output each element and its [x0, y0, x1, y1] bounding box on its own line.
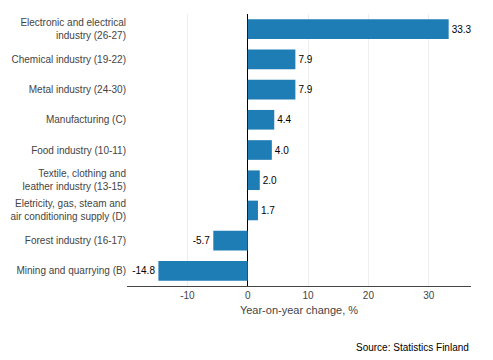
svg-text:-10: -10 [180, 290, 195, 301]
svg-text:Year-on-year change, %: Year-on-year change, % [240, 304, 358, 316]
svg-text:1.7: 1.7 [261, 205, 275, 216]
svg-text:-5.7: -5.7 [193, 235, 211, 246]
svg-text:Mining and quarrying (B): Mining and quarrying (B) [17, 265, 127, 276]
svg-text:7.9: 7.9 [298, 84, 312, 95]
svg-text:10: 10 [302, 290, 314, 301]
svg-text:Source: Statistics Finland: Source: Statistics Finland [356, 342, 469, 353]
svg-text:4.0: 4.0 [275, 145, 289, 156]
svg-text:2.0: 2.0 [263, 175, 277, 186]
svg-text:-14.8: -14.8 [132, 265, 155, 276]
svg-text:Electronic and electricalindus: Electronic and electricalindustry (26-27… [20, 17, 126, 41]
svg-text:Food industry (10-11): Food industry (10-11) [31, 145, 126, 156]
svg-text:33.3: 33.3 [452, 24, 472, 35]
svg-text:Chemical industry (19-22): Chemical industry (19-22) [12, 54, 127, 65]
svg-text:Metal industry (24-30): Metal industry (24-30) [29, 84, 126, 95]
svg-text:Manufacturing (C): Manufacturing (C) [46, 114, 126, 125]
svg-text:Eletricity, gas, steam andair: Eletricity, gas, steam andair conditioni… [10, 198, 126, 222]
svg-text:0: 0 [245, 290, 251, 301]
svg-text:4.4: 4.4 [277, 114, 291, 125]
svg-text:Textile, clothing andleather i: Textile, clothing andleather industry (1… [23, 168, 126, 192]
svg-text:Forest industry (16-17): Forest industry (16-17) [25, 235, 126, 246]
svg-text:7.9: 7.9 [298, 54, 312, 65]
svg-text:20: 20 [363, 290, 375, 301]
svg-text:30: 30 [423, 290, 435, 301]
